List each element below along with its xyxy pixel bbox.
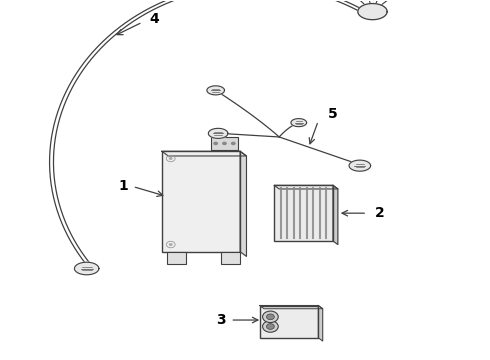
Text: 3: 3 [216, 313, 225, 327]
Polygon shape [240, 151, 246, 256]
Text: 4: 4 [150, 12, 160, 26]
Bar [167, 252, 186, 264]
Circle shape [263, 311, 278, 323]
Circle shape [169, 243, 172, 246]
Polygon shape [349, 160, 370, 171]
Circle shape [169, 157, 172, 160]
Circle shape [267, 314, 274, 320]
Polygon shape [318, 306, 323, 341]
Polygon shape [74, 262, 99, 275]
Polygon shape [358, 4, 387, 20]
Text: 5: 5 [328, 107, 338, 121]
Polygon shape [260, 306, 323, 309]
Bar [260, 306, 318, 338]
Circle shape [213, 141, 218, 145]
Polygon shape [291, 118, 307, 127]
Polygon shape [274, 185, 338, 189]
Bar [211, 137, 238, 149]
Polygon shape [208, 129, 228, 138]
Bar [220, 252, 240, 264]
Circle shape [263, 321, 278, 332]
Polygon shape [333, 185, 338, 244]
Circle shape [267, 324, 274, 329]
Circle shape [231, 141, 236, 145]
Bar [274, 185, 333, 241]
Circle shape [222, 141, 227, 145]
Bar [162, 151, 240, 252]
Text: 2: 2 [374, 206, 384, 220]
Polygon shape [162, 151, 246, 156]
Polygon shape [207, 86, 224, 95]
Text: 1: 1 [118, 179, 128, 193]
